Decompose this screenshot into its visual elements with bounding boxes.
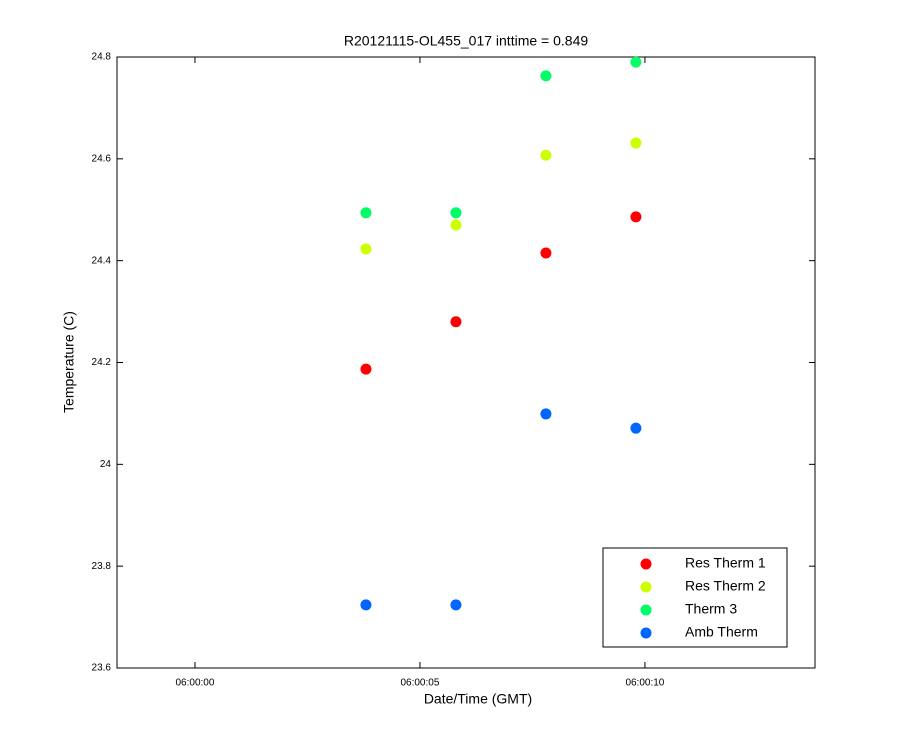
x-tick-label: 06:00:10	[625, 678, 664, 689]
data-point	[450, 316, 462, 328]
data-point	[360, 243, 372, 255]
data-point	[540, 70, 552, 82]
y-tick-label: 23.6	[92, 663, 112, 674]
data-point	[360, 363, 372, 375]
data-point	[630, 422, 642, 434]
data-point	[630, 211, 642, 223]
legend-label: Therm 3	[685, 601, 737, 617]
legend-label: Res Therm 2	[685, 578, 766, 594]
x-tick-label: 06:00:05	[400, 678, 439, 689]
legend-label: Res Therm 1	[685, 555, 766, 571]
legend-marker	[640, 558, 652, 570]
chart-title: R20121115-OL455_017 inttime = 0.849	[344, 33, 588, 49]
data-point	[450, 599, 462, 611]
data-point	[360, 207, 372, 219]
y-axis-label: Temperature (C)	[61, 311, 77, 413]
legend-marker	[640, 604, 652, 616]
x-axis-label: Date/Time (GMT)	[424, 691, 532, 707]
y-tick-label: 24.2	[92, 357, 112, 368]
legend-label: Amb Therm	[685, 624, 758, 640]
data-point	[630, 137, 642, 149]
y-tick-label: 24.8	[92, 52, 112, 63]
data-point	[540, 247, 552, 259]
legend-marker	[640, 627, 652, 639]
y-tick-label: 24.4	[92, 255, 112, 266]
data-point	[360, 599, 372, 611]
y-tick-label: 24.6	[92, 153, 112, 164]
y-tick-label: 24	[100, 459, 112, 470]
data-point	[630, 56, 642, 68]
data-point	[540, 408, 552, 420]
legend-box	[602, 547, 788, 648]
data-point	[540, 149, 552, 161]
data-point	[450, 219, 462, 231]
data-point	[450, 207, 462, 219]
x-tick-label: 06:00:00	[176, 678, 215, 689]
y-tick-label: 23.8	[92, 561, 112, 572]
legend-marker	[640, 581, 652, 593]
